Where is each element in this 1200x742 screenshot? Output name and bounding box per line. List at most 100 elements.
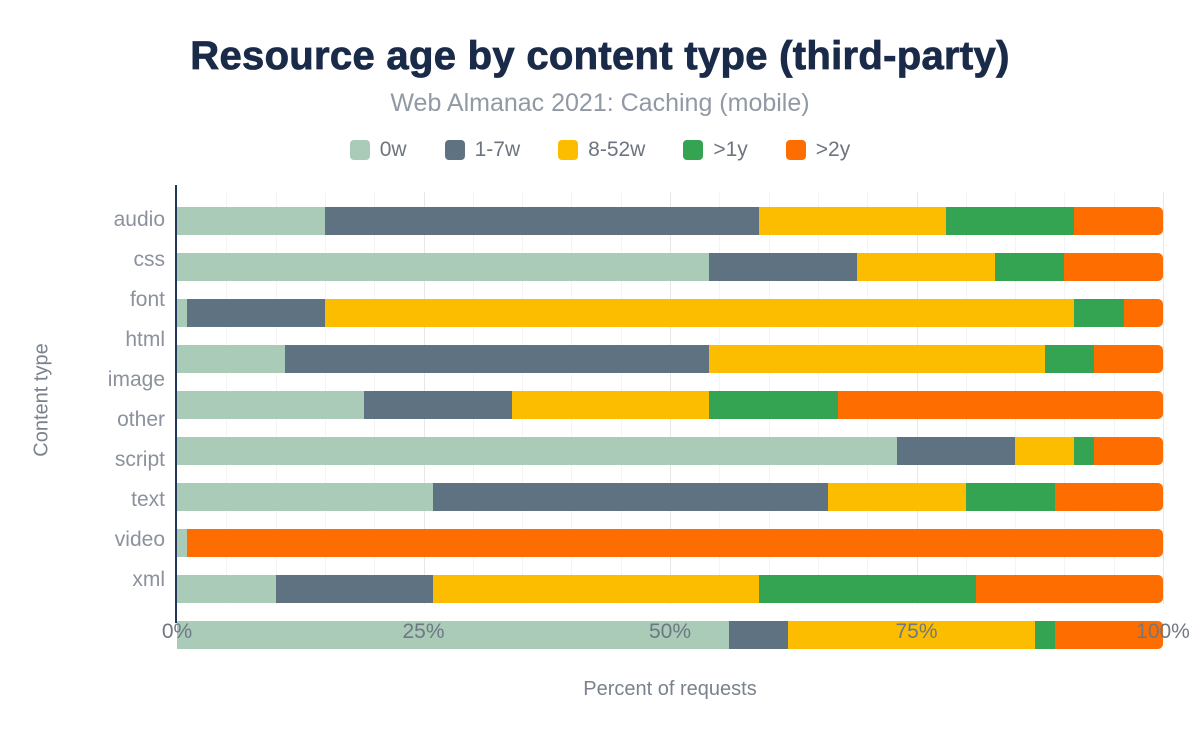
- bar-segment-text->2y[interactable]: [186, 529, 1163, 557]
- y-axis-label-font: font: [129, 288, 165, 311]
- bar-segment-xml->2y[interactable]: [1054, 621, 1163, 649]
- bar-row-script: [177, 483, 1163, 523]
- legend-item-0w: 0w: [349, 138, 407, 162]
- bar-segment-font-8-52w[interactable]: [324, 299, 1075, 327]
- bar-segment-script->2y[interactable]: [1054, 483, 1163, 511]
- bar-segment-other->1y[interactable]: [1074, 437, 1094, 465]
- bar-segment-font->2y[interactable]: [1123, 299, 1163, 327]
- stacked-bar-font: [177, 299, 1163, 327]
- x-axis-title: Percent of requests: [583, 678, 757, 700]
- bar-segment-html->2y[interactable]: [1093, 345, 1163, 373]
- bar-segment-xml-0w[interactable]: [177, 621, 730, 649]
- y-axis-label-html: html: [125, 328, 165, 351]
- x-axis-zero-tick: [175, 614, 177, 623]
- bar-segment-css-8-52w[interactable]: [857, 253, 996, 281]
- bar-segment-image->1y[interactable]: [709, 391, 838, 419]
- legend-item-1-7w: 1-7w: [444, 138, 521, 162]
- y-axis-labels: audio css font html image other script text vide…: [0, 201, 165, 601]
- bar-row-css: [177, 253, 1163, 293]
- stacked-bar-text: [177, 529, 1163, 557]
- bar-segment-image-1-7w[interactable]: [364, 391, 513, 419]
- bar-segment-css-0w[interactable]: [177, 253, 710, 281]
- bar-segment-html-0w[interactable]: [177, 345, 286, 373]
- bar-segment-text-0w[interactable]: [177, 529, 187, 557]
- bar-row-html: [177, 345, 1163, 385]
- bar-segment-other-0w[interactable]: [177, 437, 897, 465]
- bar-segment-xml-8-52w[interactable]: [788, 621, 1035, 649]
- bar-segment-xml-1-7w[interactable]: [729, 621, 789, 649]
- y-axis-label-audio: audio: [113, 208, 165, 231]
- stacked-bar-other: [177, 437, 1163, 465]
- bar-row-font: [177, 299, 1163, 339]
- bar-row-image: [177, 391, 1163, 431]
- bar-segment-css-1-7w[interactable]: [709, 253, 858, 281]
- bar-segment-font->1y[interactable]: [1074, 299, 1124, 327]
- gridline: [1163, 192, 1164, 604]
- legend-label: 1-7w: [474, 138, 521, 161]
- x-tick-label-0: 0%: [161, 620, 193, 643]
- bar-segment-audio->1y[interactable]: [946, 207, 1075, 235]
- legend-label: >1y: [713, 138, 748, 161]
- y-axis-label-image: image: [107, 368, 165, 391]
- plot-area: [175, 185, 1164, 649]
- legend-swatch-icon: [683, 140, 704, 160]
- bar-segment-html->1y[interactable]: [1044, 345, 1094, 373]
- y-axis-label-text: text: [131, 488, 165, 511]
- bar-segment-script->1y[interactable]: [965, 483, 1055, 511]
- bar-segment-video->2y[interactable]: [975, 575, 1163, 603]
- bar-segment-html-1-7w[interactable]: [285, 345, 710, 373]
- legend-swatch-icon: [785, 140, 806, 160]
- stacked-bar-audio: [177, 207, 1163, 235]
- bar-segment-script-0w[interactable]: [177, 483, 434, 511]
- bar-segment-other-1-7w[interactable]: [896, 437, 1016, 465]
- bar-row-text: [177, 529, 1163, 569]
- bar-segment-font-1-7w[interactable]: [186, 299, 325, 327]
- legend-item->2y: >2y: [785, 138, 851, 162]
- bar-segment-audio->2y[interactable]: [1074, 207, 1163, 235]
- chart-title: Resource age by content type (third-part…: [190, 34, 1010, 79]
- y-axis-label-other: other: [117, 408, 165, 431]
- bar-segment-audio-1-7w[interactable]: [324, 207, 759, 235]
- y-axis-label-video: video: [114, 528, 165, 551]
- bar-segment-script-8-52w[interactable]: [827, 483, 966, 511]
- legend-label: 8-52w: [588, 138, 646, 161]
- bar-segment-html-8-52w[interactable]: [709, 345, 1045, 373]
- legend-item-8-52w: 8-52w: [558, 138, 645, 162]
- bar-segment-audio-8-52w[interactable]: [758, 207, 947, 235]
- legend-swatch-icon: [558, 140, 579, 160]
- bar-segment-font-0w[interactable]: [177, 299, 187, 327]
- stacked-bar-css: [177, 253, 1163, 281]
- legend-swatch-icon: [444, 140, 465, 160]
- bar-segment-video-8-52w[interactable]: [433, 575, 759, 603]
- bar-segment-script-1-7w[interactable]: [433, 483, 828, 511]
- legend: 0w 1-7w 8-52w >1y >2y: [0, 138, 1200, 162]
- x-tick-label-25: 25%: [402, 620, 445, 643]
- bar-segment-xml->1y[interactable]: [1034, 621, 1055, 649]
- bar-segment-video-1-7w[interactable]: [275, 575, 434, 603]
- bar-segment-css->2y[interactable]: [1064, 253, 1163, 281]
- bar-segment-image->2y[interactable]: [837, 391, 1163, 419]
- bar-segment-audio-0w[interactable]: [177, 207, 325, 235]
- stacked-bar-video: [177, 575, 1163, 603]
- chart-subtitle: Web Almanac 2021: Caching (mobile): [390, 89, 810, 117]
- stacked-bar-script: [177, 483, 1163, 511]
- legend-swatch-icon: [349, 140, 370, 160]
- bar-row-audio: [177, 207, 1163, 247]
- bar-segment-css->1y[interactable]: [995, 253, 1065, 281]
- bar-segment-video-0w[interactable]: [177, 575, 276, 603]
- bar-row-xml: [177, 621, 1163, 661]
- bar-segment-image-8-52w[interactable]: [512, 391, 710, 419]
- bar-segment-other-8-52w[interactable]: [1015, 437, 1075, 465]
- y-axis-label-script: script: [114, 448, 165, 471]
- bar-segment-other->2y[interactable]: [1093, 437, 1163, 465]
- bars-container: [177, 201, 1163, 661]
- bar-segment-video->1y[interactable]: [758, 575, 976, 603]
- bar-segment-image-0w[interactable]: [177, 391, 365, 419]
- legend-label: >2y: [815, 138, 851, 161]
- y-axis-label-xml: xml: [132, 568, 165, 591]
- stacked-bar-xml: [177, 621, 1163, 649]
- x-axis-ticks: 0% 25% 50% 75% 100%: [162, 620, 1190, 646]
- legend-label: 0w: [379, 138, 407, 161]
- y-axis-line: [175, 185, 177, 614]
